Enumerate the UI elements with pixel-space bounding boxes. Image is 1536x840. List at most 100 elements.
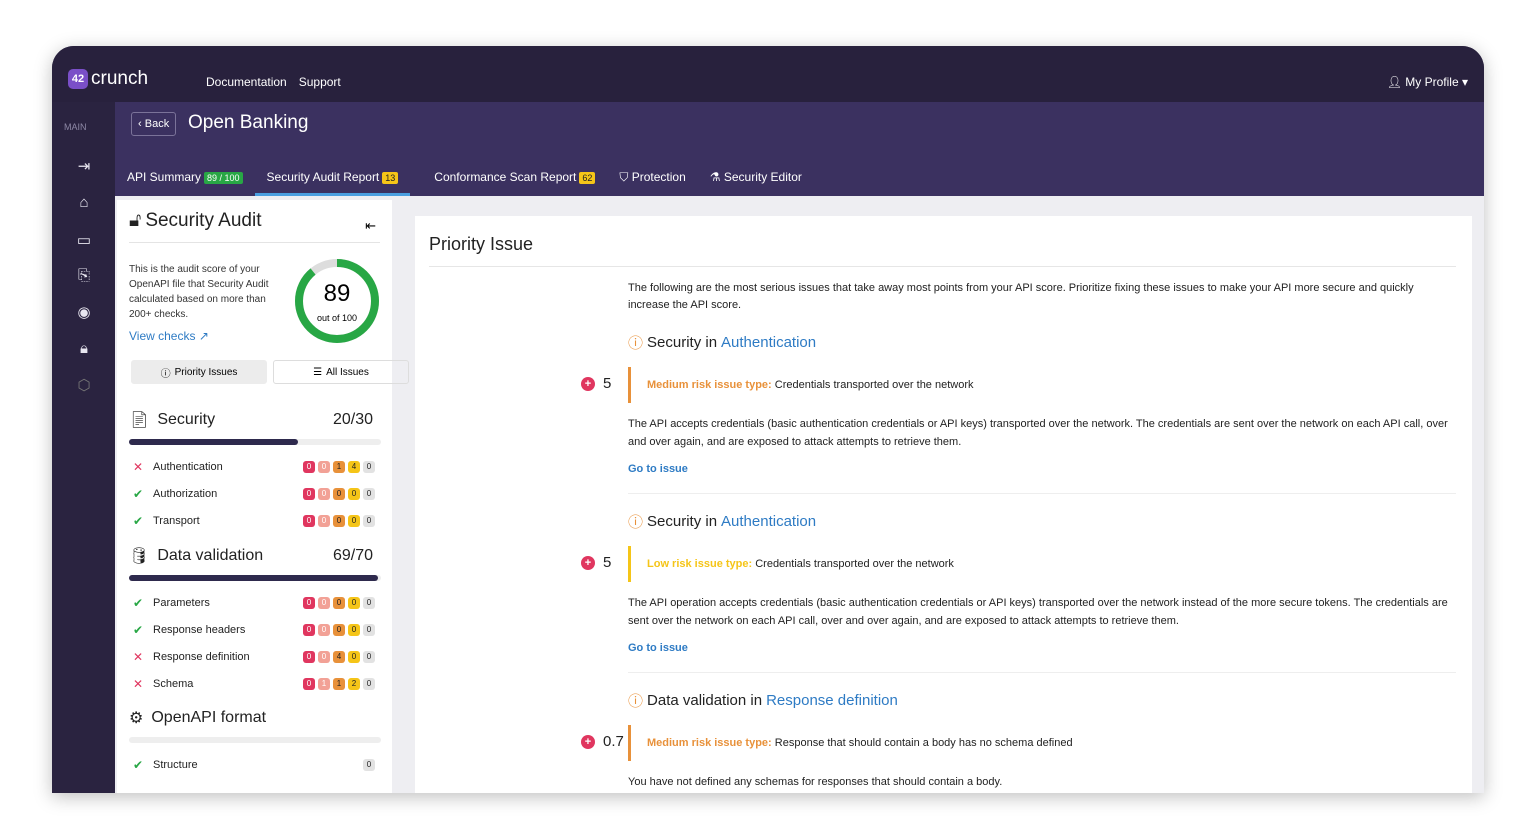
- import-icon[interactable]: ⎘: [77, 267, 90, 284]
- category-item[interactable]: ✔ Structure 0: [129, 751, 381, 778]
- back-label: Back: [144, 118, 170, 130]
- tab-conformance-scan-report[interactable]: Conformance Scan Report 62: [434, 170, 596, 196]
- category-progress: [129, 737, 381, 743]
- warning-icon: ⓘ: [628, 335, 644, 352]
- logo-mark: 42: [68, 69, 88, 89]
- score-sub: out of 100: [316, 313, 358, 323]
- score-donut: [295, 259, 379, 343]
- plus-icon: +: [581, 376, 595, 391]
- category-icon: ⚙︎: [129, 710, 144, 727]
- priority-issue: ⓘ Data validation in Response definition +…: [575, 690, 1456, 791]
- profile-menu[interactable]: 👤︎ My Profile ▾: [1386, 75, 1468, 89]
- collapse-panel-icon[interactable]: ⇤: [365, 218, 376, 233]
- category-name: Security: [157, 411, 216, 428]
- check-icon: ✔: [133, 513, 144, 528]
- issue-score: 5: [603, 375, 612, 392]
- category-item[interactable]: ✕ Response definition 0 0 4 0 0: [129, 643, 381, 670]
- link-label: View checks: [129, 329, 196, 343]
- nav-support[interactable]: Support: [298, 75, 341, 89]
- category-name: OpenAPI format: [151, 709, 267, 726]
- priority-issues-button[interactable]: ⓘ Priority Issues: [131, 360, 267, 384]
- tab-security-audit-report[interactable]: Security Audit Report 13: [254, 170, 411, 196]
- priority-title: Priority Issue: [429, 234, 534, 254]
- item-name: Response definition: [153, 650, 250, 663]
- severity-count: 0: [318, 487, 330, 500]
- tab-security-editor[interactable]: ⚗ Security Editor: [710, 170, 802, 196]
- all-issues-button[interactable]: ☰ All Issues: [273, 360, 409, 384]
- collapse-icon[interactable]: ⇥: [77, 158, 91, 175]
- view-checks-link[interactable]: View checks ↗: [129, 329, 209, 343]
- severity-count: 0: [348, 623, 360, 636]
- tab-label: API Summary: [127, 170, 202, 184]
- category-2: ⚙︎ OpenAPI format ✔ Structure 0: [129, 705, 381, 778]
- nav-documentation[interactable]: Documentation: [206, 75, 287, 89]
- issue-description: The API accepts credentials (basic authe…: [628, 418, 1448, 448]
- severity-count: 4: [348, 460, 360, 473]
- issue-description: You have not defined any schemas for res…: [628, 776, 1003, 788]
- item-name: Response headers: [153, 623, 246, 636]
- severity-count: 0: [333, 514, 345, 527]
- folder-icon[interactable]: ▭: [76, 232, 92, 249]
- severity-count: 1: [333, 460, 345, 473]
- count-badge: 13: [382, 172, 399, 184]
- category-progress: [129, 439, 381, 445]
- user-icon: 👤︎: [1386, 75, 1406, 89]
- severity-count: 0: [363, 650, 375, 663]
- category-item[interactable]: ✕ Schema 0 1 1 2 0: [129, 670, 381, 697]
- category-item[interactable]: ✔ Authorization 0 0 0 0 0: [129, 480, 381, 507]
- tab-protection[interactable]: ⛉ Protection: [619, 170, 685, 196]
- risk-label: Medium risk issue type:: [647, 737, 772, 749]
- count-badge: 62: [579, 172, 596, 184]
- category-0: 📄︎ Security 20/30 ✕ Authentication 0 0 1 4 0 ✔ Auth…: [129, 407, 381, 534]
- category-item[interactable]: ✔ Parameters 0 0 0 0 0: [129, 589, 381, 616]
- back-button[interactable]: ‹ Back: [131, 112, 177, 136]
- risk-label: Medium risk issue type:: [647, 379, 772, 391]
- category-item[interactable]: ✔ Transport 0 0 0 0 0: [129, 507, 381, 534]
- severity-count: 0: [318, 460, 330, 473]
- go-to-issue-link[interactable]: Go to issue: [628, 463, 688, 475]
- severity-count: 0: [348, 514, 360, 527]
- priority-intro: The following are the most serious issue…: [628, 282, 1414, 311]
- severity-count: 0: [303, 650, 315, 663]
- category-points: 69/70: [332, 547, 373, 564]
- go-to-issue-link[interactable]: Go to issue: [628, 642, 688, 654]
- rail-section-label: MAIN: [64, 122, 87, 132]
- issue-category-link[interactable]: Authentication: [721, 513, 817, 530]
- severity-count: 0: [363, 514, 375, 527]
- severity-count: 0: [363, 596, 375, 609]
- score-value: 89: [323, 280, 351, 307]
- cross-icon: ✕: [133, 459, 144, 474]
- severity-count: 0: [348, 596, 360, 609]
- eye-icon[interactable]: ◉: [77, 304, 91, 321]
- item-name: Authorization: [153, 487, 218, 500]
- lock-icon: 🔓︎: [129, 210, 142, 231]
- lock-icon[interactable]: 🔒︎: [80, 340, 88, 357]
- home-icon[interactable]: ⌂: [79, 194, 89, 211]
- priority-issue: ⓘ Security in Authentication +5 Medium risk…: [575, 332, 1456, 494]
- top-bar: 42 crunch Documentation Support 👤︎ My Prof…: [52, 46, 1484, 102]
- risk-label: Low risk issue type:: [647, 558, 753, 570]
- tab-api-summary[interactable]: API Summary 89 / 100: [127, 170, 243, 196]
- severity-count: 0: [303, 487, 315, 500]
- check-icon: ✔: [133, 486, 144, 501]
- icon-rail: MAIN ⇥ ⌂ ▭ ⎘ ◉ 🔒︎ ⬡: [52, 102, 115, 793]
- logo-text: crunch: [91, 68, 149, 89]
- category-item[interactable]: ✕ Authentication 0 0 1 4 0: [129, 453, 381, 480]
- content-area: 🔓︎ Security Audit ⇤ This is the audit sco…: [115, 196, 1484, 793]
- category-icon: 📄︎: [129, 412, 150, 429]
- item-name: Parameters: [153, 596, 210, 609]
- issue-category-link[interactable]: Authentication: [721, 334, 817, 351]
- issue-description: The API operation accepts credentials (b…: [628, 597, 1448, 627]
- issue-group: Security in: [647, 334, 718, 351]
- flask-icon: ⚗: [709, 170, 724, 184]
- item-name: Transport: [153, 514, 200, 527]
- audit-title: Security Audit: [145, 210, 262, 231]
- issue-type: Credentials transported over the network: [755, 558, 954, 570]
- issue-category-link[interactable]: Response definition: [766, 692, 898, 709]
- category-item[interactable]: ✔ Response headers 0 0 0 0 0: [129, 616, 381, 643]
- settings-icon[interactable]: ⬡: [77, 377, 91, 394]
- api-header: ‹ Back Open Banking API Summary 89 / 100 …: [115, 102, 1484, 196]
- app-window: 42 crunch Documentation Support 👤︎ My Prof…: [52, 46, 1484, 793]
- category-points: 20/30: [332, 411, 373, 428]
- logo[interactable]: 42 crunch: [68, 68, 148, 90]
